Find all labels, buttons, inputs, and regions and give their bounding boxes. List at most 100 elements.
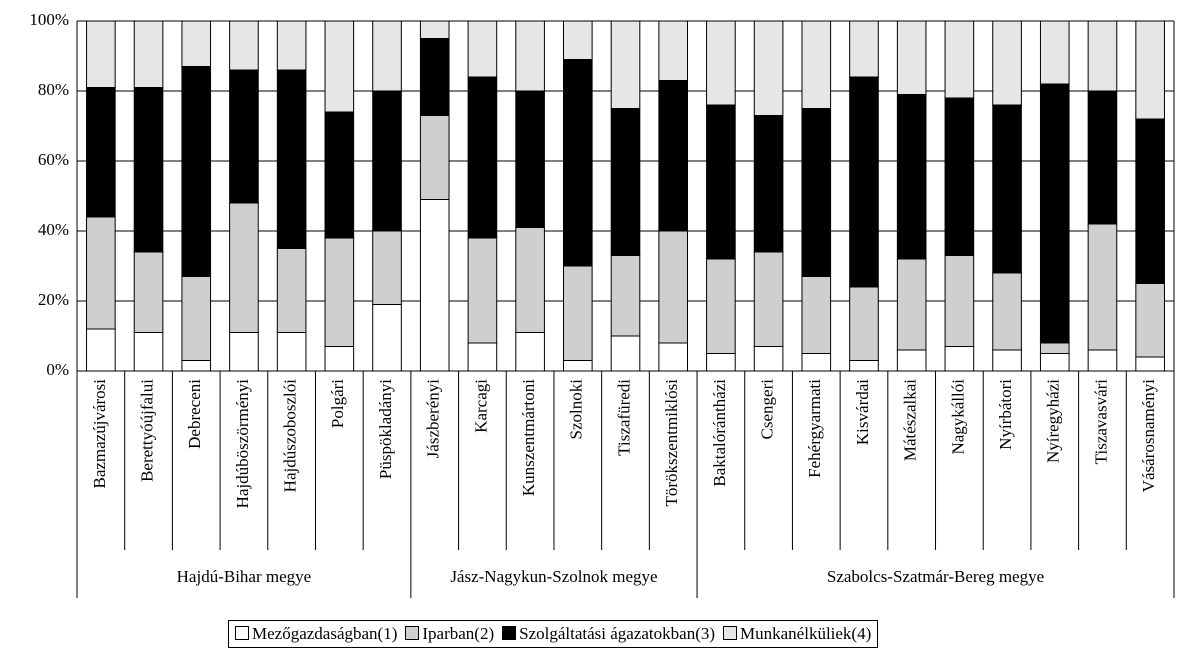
bar-segment: [610, 335, 641, 372]
bar-segment: [1087, 90, 1118, 225]
legend-label: Mezőgazdaságban(1): [252, 624, 398, 643]
x-tick-label: Szolnoki: [567, 379, 586, 440]
bar-segment: [86, 87, 116, 218]
legend-label: Iparban(2): [422, 624, 495, 643]
bar-segment: [849, 286, 879, 361]
bar-segment: [181, 360, 212, 372]
bar-segment: [1039, 353, 1070, 372]
x-tick-label: Fehérgyarmati: [805, 379, 824, 478]
legend-swatch: [235, 626, 249, 640]
bar-segment: [706, 353, 736, 372]
x-tick-label: Karcagi: [471, 379, 490, 433]
group-label: Hajdú-Bihar megye: [177, 567, 312, 586]
bar-segment: [133, 20, 164, 88]
y-tick-label: 40%: [38, 220, 69, 239]
bar-segment: [992, 104, 1022, 274]
bar-segment: [229, 202, 259, 333]
bar-segment: [419, 115, 450, 200]
bar-segment: [801, 108, 832, 277]
legend-swatch: [502, 626, 517, 640]
bar-segment: [1135, 356, 1165, 372]
bar-segment: [86, 216, 116, 330]
bar-segment: [229, 20, 259, 71]
bar-segment: [658, 342, 689, 372]
bar-segment: [753, 115, 784, 253]
y-tick-label: 60%: [38, 150, 69, 169]
bar-segment: [706, 104, 736, 260]
bar-segment: [849, 360, 879, 372]
x-tick-label: Polgári: [328, 379, 347, 428]
bar-segment: [658, 80, 689, 232]
bar-segment: [992, 349, 1022, 372]
bar-segment: [419, 38, 450, 116]
bar-segment: [562, 20, 593, 60]
x-tick-label: Nyíregyházi: [1044, 379, 1063, 463]
bar-segment: [133, 332, 164, 372]
y-tick-label: 20%: [38, 290, 69, 309]
bar-segment: [181, 276, 212, 361]
bar-segment: [896, 258, 927, 351]
legend-label: Munkanélküliek(4): [740, 624, 872, 643]
bar-segment: [515, 20, 545, 92]
x-tick-label: Hajdúböszörményi: [233, 379, 252, 509]
bar-segment: [1039, 20, 1070, 85]
bar-segment: [372, 90, 402, 232]
bar-segment: [515, 227, 545, 333]
x-tick-label: Berettyóújfalui: [137, 379, 156, 482]
bar-segment: [324, 20, 355, 113]
bar-segment: [944, 97, 975, 256]
x-tick-label: Csengeri: [757, 379, 776, 440]
bar-segment: [896, 349, 927, 372]
bar-segment: [944, 20, 975, 99]
bar-segment: [181, 66, 212, 277]
bar-segment: [849, 76, 879, 288]
bar-segment: [562, 360, 593, 372]
bar-segment: [849, 20, 879, 78]
bar-segment: [658, 20, 689, 81]
x-tick-label: Mátészalkai: [901, 379, 920, 461]
legend-label: Szolgáltatási ágazatokban(3): [519, 624, 716, 643]
bar-segment: [324, 237, 355, 347]
legend-swatch: [405, 626, 420, 640]
x-tick-label: Baktalórántházi: [710, 379, 729, 487]
x-tick-label: Bazmazújvárosi: [90, 379, 109, 489]
chart: 0% 20% 40% 60% 80% 100% Bazmazújvárosi Berettyó…: [29, 10, 1175, 598]
y-tick-label: 0%: [46, 360, 69, 379]
bar-segment: [801, 20, 832, 109]
bar-segment: [658, 230, 689, 344]
bar-segment: [944, 346, 975, 372]
bar-segment: [515, 332, 545, 372]
x-tick-label: Nyírbátori: [996, 379, 1015, 450]
bar-segment: [944, 255, 975, 347]
bar-segment: [181, 20, 212, 67]
bar-segment: [706, 258, 736, 354]
bar-segment: [896, 20, 927, 95]
group-label: Szabolcs-Szatmár-Bereg megye: [827, 567, 1044, 586]
bar-segment: [753, 251, 784, 347]
bar-segment: [229, 332, 259, 372]
legend-swatch: [723, 626, 738, 640]
bar-segment: [467, 20, 498, 78]
bar-segment: [133, 87, 164, 253]
bar-segment: [706, 20, 736, 106]
bar-segment: [896, 94, 927, 260]
bar-segment: [801, 353, 832, 372]
bar-segment: [1087, 349, 1118, 372]
bar-segment: [467, 342, 498, 372]
bar-segment: [419, 20, 450, 39]
x-tick-label: Törökszentmiklósi: [662, 379, 681, 507]
group-label: Jász-Nagykun-Szolnok megye: [450, 567, 657, 586]
bar-segment: [229, 69, 259, 204]
bar-segment: [276, 248, 307, 333]
x-tick-label: Tiszavasvári: [1091, 379, 1110, 465]
bar-segment: [515, 90, 545, 228]
bar-segment: [1039, 342, 1070, 354]
legend: Mezőgazdaságban(1) Iparban(2) Szolgáltatás…: [228, 620, 879, 648]
legend-item: Szolgáltatási ágazatokban(3): [502, 624, 715, 644]
bar-segment: [133, 251, 164, 333]
x-tick-label: Jászberényi: [424, 379, 443, 459]
x-tick-label: Hajdúszoboszlói: [281, 379, 300, 493]
legend-item: Iparban(2): [405, 624, 494, 644]
bar-segment: [467, 237, 498, 344]
